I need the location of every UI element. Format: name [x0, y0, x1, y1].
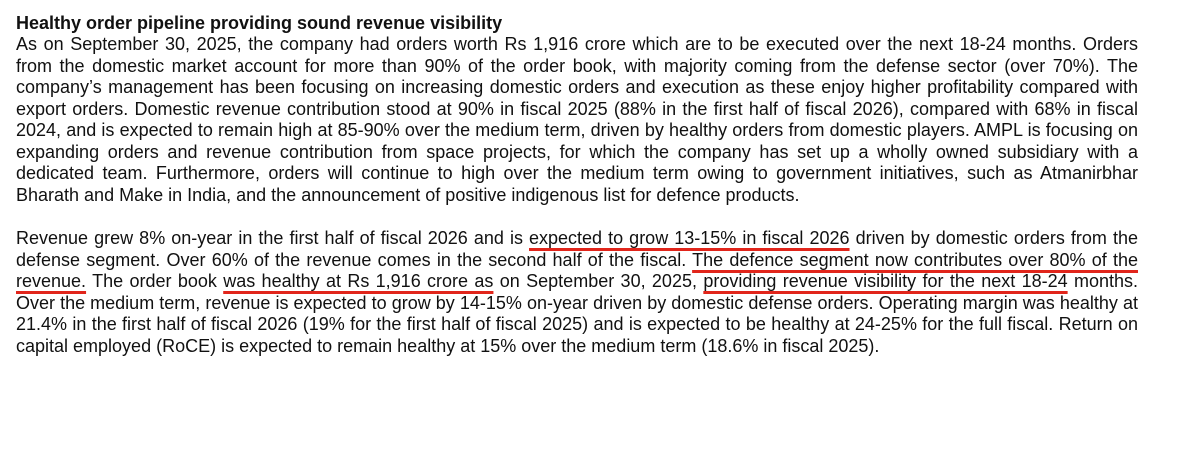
highlight-revenue-growth: expected to grow 13-15% in fiscal 2026	[529, 228, 850, 248]
highlight-revenue-visibility: providing revenue visibility for the nex…	[703, 271, 1068, 291]
paragraph-spacer	[16, 206, 1138, 228]
highlight-order-book: was healthy at Rs 1,916 crore as	[223, 271, 494, 291]
revenue-text-segment: driven by domestic orders from the defen…	[16, 228, 1138, 270]
revenue-text-segment: on September 30, 2025,	[493, 271, 704, 291]
paragraph-revenue-outlook: Revenue grew 8% on-year in the first hal…	[16, 228, 1138, 357]
section-heading: Healthy order pipeline providing sound r…	[16, 13, 503, 33]
highlight-defence-contribution: The defence segment now contributes over…	[16, 249, 1138, 292]
revenue-text-segment: months. Over the medium term, revenue is…	[16, 271, 1139, 356]
paragraph-order-pipeline: As on September 30, 2025, the company ha…	[16, 34, 1138, 205]
revenue-text-segment: Revenue grew 8% on-year in the first hal…	[16, 228, 529, 248]
revenue-text-segment: The order book	[86, 271, 224, 291]
document-body: Healthy order pipeline providing sound r…	[16, 12, 1138, 357]
